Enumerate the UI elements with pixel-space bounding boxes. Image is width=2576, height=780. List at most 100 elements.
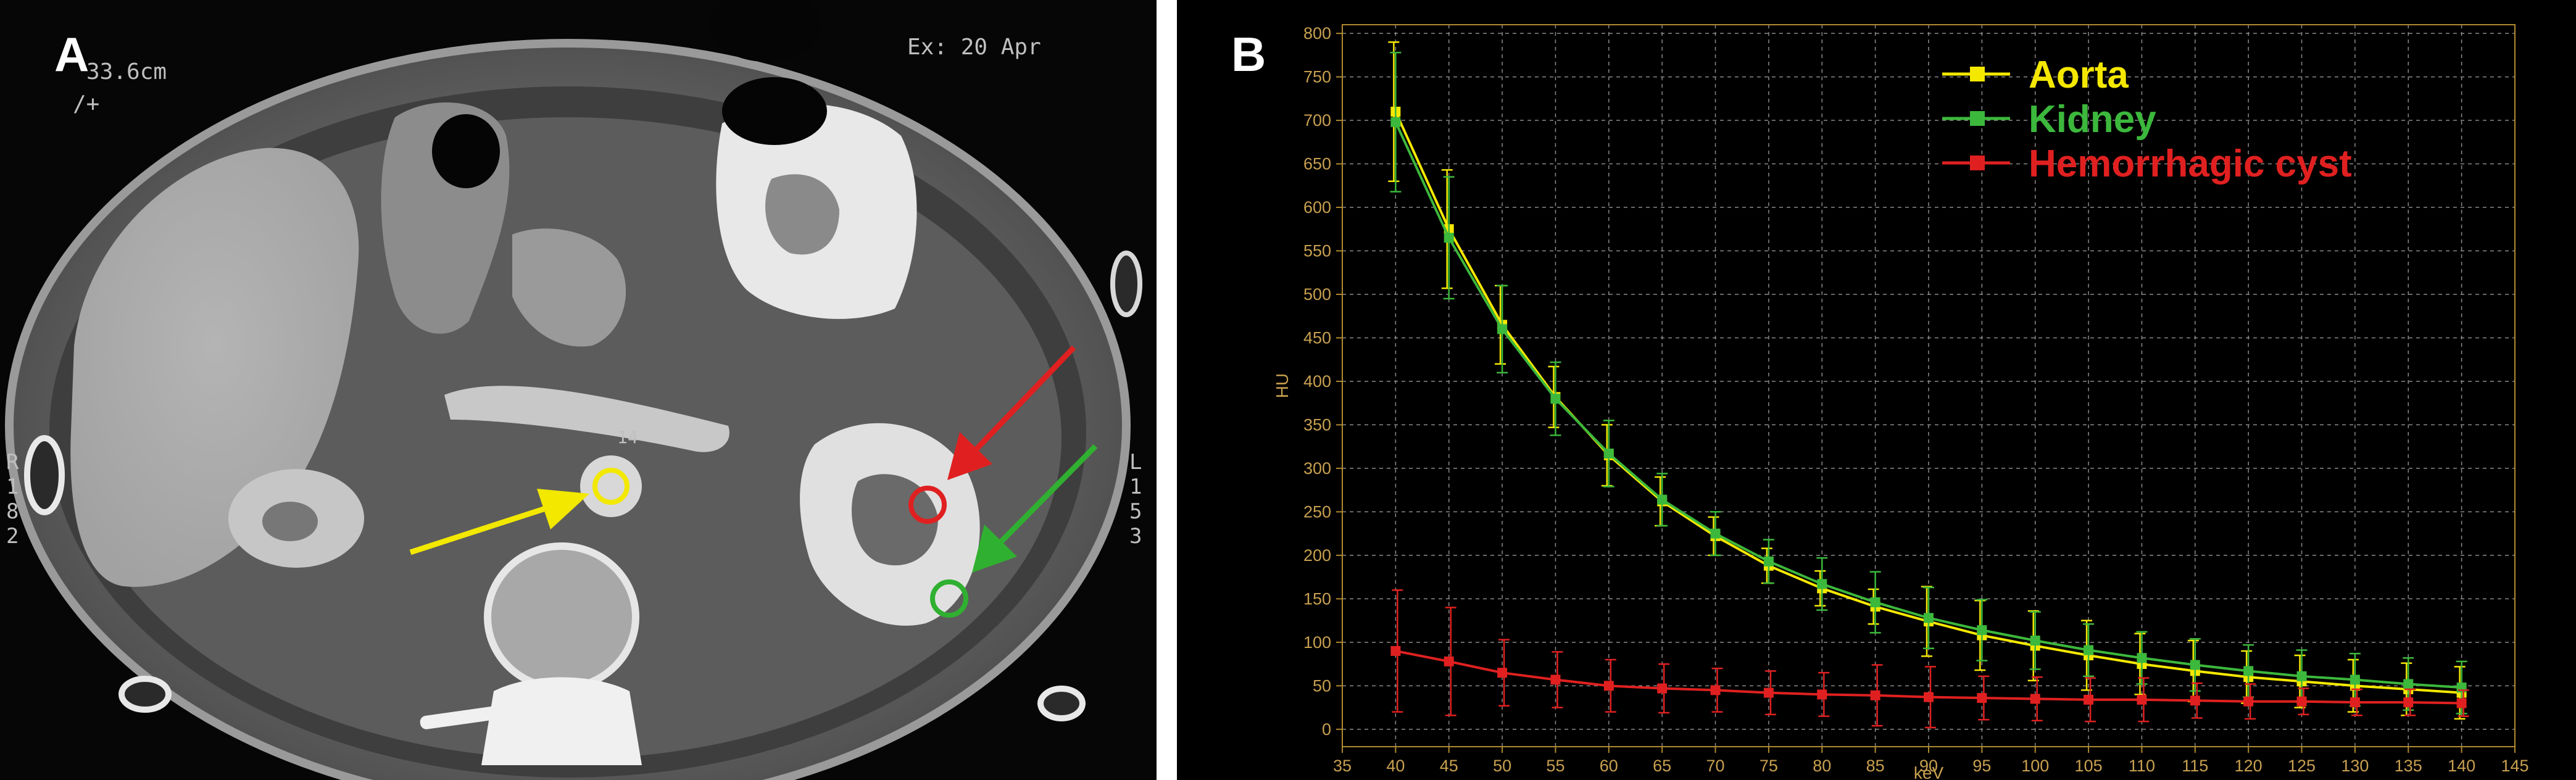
vessel-band xyxy=(444,386,729,452)
y-tick-label: 100 xyxy=(1303,633,1331,652)
data-point xyxy=(2243,666,2254,676)
x-tick-label: 130 xyxy=(2341,757,2369,775)
y-tick-label: 550 xyxy=(1303,242,1331,260)
data-point xyxy=(1924,692,1934,702)
x-tick-label: 90 xyxy=(1919,757,1938,775)
data-point xyxy=(2137,694,2147,705)
x-tick-label: 45 xyxy=(1440,757,1458,775)
right-side-char: L xyxy=(1129,450,1142,475)
data-point xyxy=(2456,698,2467,708)
data-point xyxy=(2030,694,2040,704)
aorta xyxy=(580,455,642,517)
x-tick-label: 100 xyxy=(2021,757,2049,775)
data-point xyxy=(2350,674,2360,685)
cyst-roi-circle xyxy=(908,486,947,524)
y-tick-label: 500 xyxy=(1303,285,1331,304)
y-tick-label: 700 xyxy=(1303,111,1331,130)
data-point xyxy=(1657,683,1668,694)
vertebral-body xyxy=(484,542,639,692)
gas-pocket xyxy=(722,77,827,145)
legend-marker xyxy=(1970,156,1985,170)
x-tick-label: 105 xyxy=(2075,757,2103,775)
data-point xyxy=(2350,697,2360,708)
rib xyxy=(420,703,518,729)
data-point xyxy=(1444,233,1454,243)
gas-pocket xyxy=(432,114,500,188)
data-point xyxy=(1710,685,1721,695)
x-axis-label: keV xyxy=(1914,763,1944,780)
rib-left-lower xyxy=(118,676,172,713)
legend-label: Kidney xyxy=(2029,98,2156,141)
right-kidney-pelvis xyxy=(262,502,318,541)
data-point xyxy=(1390,645,1401,656)
left-side-char: 1 xyxy=(6,475,19,499)
axes: 35 40 45 50 55 60 65 70 75 80 85 90 95 100 105 110 115 12… xyxy=(1273,24,2529,780)
legend-entry: Kidney xyxy=(1942,98,2156,141)
right-side-char: 5 xyxy=(1129,499,1142,524)
aorta-roi-circle xyxy=(592,468,629,505)
legend-marker xyxy=(1970,111,1985,126)
data-point xyxy=(1550,674,1561,685)
data-point xyxy=(2190,695,2200,706)
pancreas xyxy=(512,228,626,347)
legend-entry: Hemorrhagic cyst xyxy=(1942,143,2352,185)
data-point xyxy=(1550,394,1561,404)
x-tick-label: 135 xyxy=(2395,757,2422,775)
left-side-char: 2 xyxy=(6,524,19,549)
hu-curve-panel: B 35 40 45 50 55 60 65 70 75 80 85 90 95 100 105 110 115… xyxy=(1177,0,2576,780)
data-point xyxy=(1603,681,1614,691)
y-axis-label: HU xyxy=(1273,373,1292,398)
x-tick-label: 60 xyxy=(1600,757,1618,775)
x-tick-label: 140 xyxy=(2448,757,2475,775)
ct-scan-image: A 33.6cm /+ Ex: 20 Apr 14 R 1 8 2 L 1 5 … xyxy=(5,0,1142,780)
x-tick-label: 40 xyxy=(1386,757,1405,775)
series-kidney xyxy=(1390,51,2467,715)
x-tick-label: 95 xyxy=(1972,757,1991,775)
y-tick-label: 250 xyxy=(1303,502,1331,521)
rib-left xyxy=(24,435,65,515)
x-tick-label: 80 xyxy=(1813,757,1831,775)
bowel-lumen xyxy=(765,174,839,255)
data-point xyxy=(2296,671,2307,681)
x-tick-label: 50 xyxy=(1493,757,1511,775)
x-tick-label: 65 xyxy=(1653,757,1671,775)
y-tick-label: 600 xyxy=(1303,198,1331,217)
data-point xyxy=(2137,653,2147,663)
y-tick-label: 300 xyxy=(1303,459,1331,478)
data-point xyxy=(2084,694,2094,705)
yellow-arrow xyxy=(409,489,589,555)
data-point xyxy=(1924,613,1934,623)
x-tick-label: 35 xyxy=(1333,757,1352,775)
left-side-char: 8 xyxy=(6,499,19,524)
data-point xyxy=(2084,645,2094,655)
red-arrow xyxy=(947,345,1076,480)
y-tick-label: 650 xyxy=(1303,155,1331,173)
data-point xyxy=(1977,625,1987,636)
data-point xyxy=(2403,679,2414,689)
legend-label: Hemorrhagic cyst xyxy=(2029,143,2352,185)
y-tick-label: 750 xyxy=(1303,68,1331,86)
series xyxy=(1388,41,2469,729)
series-hemorrhagic-cyst xyxy=(1390,589,2469,729)
x-tick-label: 110 xyxy=(2129,757,2155,775)
x-tick-label: 120 xyxy=(2235,757,2262,775)
y-tick-label: 150 xyxy=(1303,589,1331,608)
data-point xyxy=(1977,693,1987,703)
data-point xyxy=(2296,696,2307,707)
panel-a-letter: A xyxy=(54,27,89,81)
data-point xyxy=(1710,528,1721,539)
data-point xyxy=(1497,324,1508,334)
data-point xyxy=(1817,579,1827,589)
data-point xyxy=(1390,117,1401,127)
x-tick-label: 85 xyxy=(1866,757,1885,775)
ct-image-panel: A 33.6cm /+ Ex: 20 Apr 14 R 1 8 2 L 1 5 … xyxy=(0,0,1157,780)
data-point xyxy=(1870,690,1880,700)
data-point xyxy=(2030,636,2040,646)
right-side-char: 1 xyxy=(1129,475,1142,499)
data-point xyxy=(1603,448,1614,458)
data-point xyxy=(1870,597,1880,607)
hu-vs-kev-chart: B 35 40 45 50 55 60 65 70 75 80 85 90 95 100 105 110 115… xyxy=(1231,24,2529,780)
data-point xyxy=(1763,687,1774,698)
y-tick-label: 0 xyxy=(1322,720,1331,739)
